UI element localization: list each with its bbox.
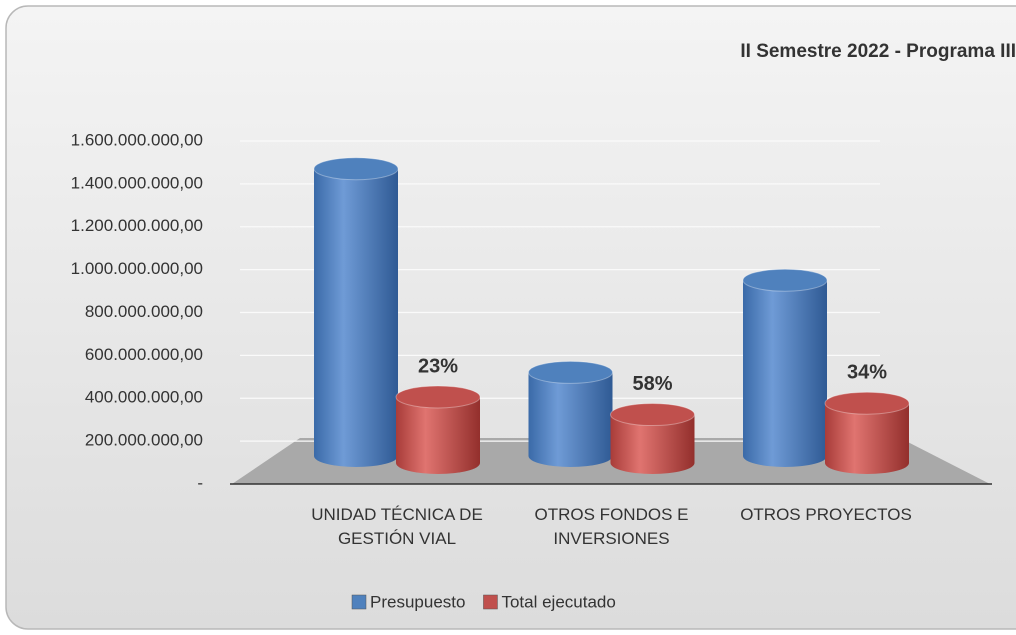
cylinder-body	[396, 396, 480, 474]
cylinder-top	[742, 268, 828, 292]
x-tick-label: OTROS PROYECTOS	[740, 505, 912, 524]
y-tick-label: 600.000.000,00	[85, 345, 203, 364]
y-tick-label: 1.600.000.000,00	[71, 130, 203, 149]
cylinder-top	[313, 157, 399, 181]
y-tick-label: 1.200.000.000,00	[71, 216, 203, 235]
y-tick-label: -	[197, 473, 203, 492]
y-tick-label: 1.400.000.000,00	[71, 173, 203, 192]
bar	[824, 391, 910, 474]
cylinder-body	[528, 372, 613, 468]
bar	[528, 360, 613, 468]
cylinder-top	[610, 403, 695, 427]
legend: Presupuesto Total ejecutado	[351, 592, 616, 611]
cylinder-top	[528, 360, 613, 384]
x-tick-label: UNIDAD TÉCNICA DE GESTIÓN VIAL	[311, 505, 483, 548]
bar	[313, 157, 399, 468]
y-tick-label: 1.000.000.000,00	[71, 259, 203, 278]
data-label: 34%	[847, 361, 887, 383]
legend-label: Presupuesto	[370, 592, 465, 611]
data-label: 58%	[632, 373, 672, 395]
bar	[610, 403, 695, 475]
legend-label: Total ejecutado	[501, 592, 615, 611]
cylinder-top	[824, 391, 910, 415]
chart-title: II Semestre 2022 - Programa III	[740, 41, 1016, 62]
cylinder-body	[825, 403, 909, 474]
legend-swatch	[351, 594, 367, 610]
y-tick-label: 200.000.000,00	[85, 431, 203, 450]
cylinder-body	[314, 168, 398, 468]
bar	[395, 385, 481, 474]
data-label: 23%	[418, 355, 458, 377]
y-tick-label: 800.000.000,00	[85, 302, 203, 321]
y-tick-label: 400.000.000,00	[85, 388, 203, 407]
cylinder-body	[610, 414, 695, 475]
cylinder-top	[395, 385, 481, 409]
bar	[742, 268, 828, 467]
x-tick-label: OTROS FONDOS E INVERSIONES	[534, 505, 689, 548]
legend-swatch	[483, 594, 498, 610]
cylinder-body	[743, 280, 827, 467]
